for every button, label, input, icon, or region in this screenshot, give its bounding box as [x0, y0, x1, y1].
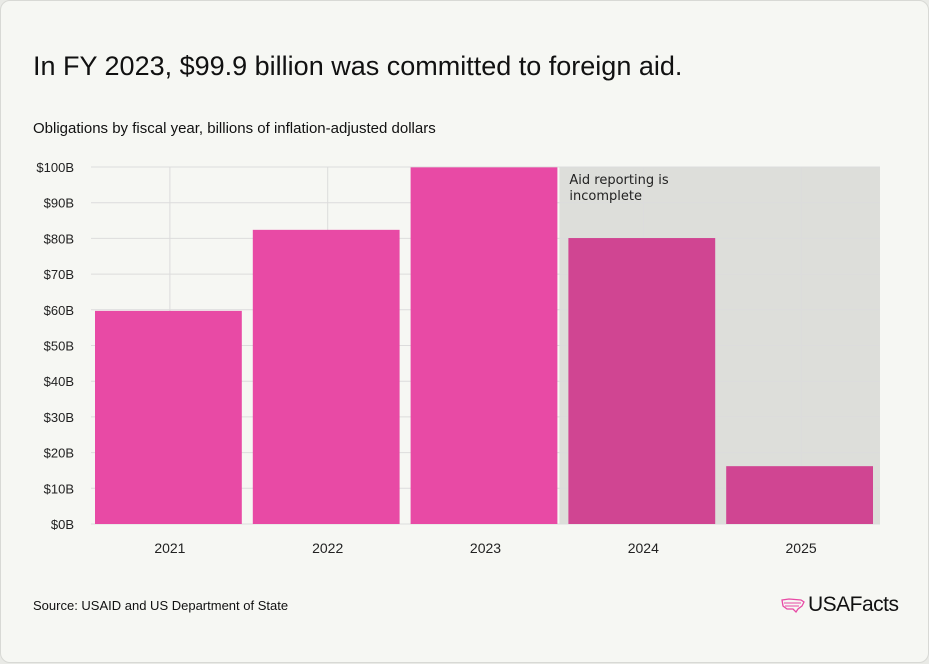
x-tick-label: 2021: [154, 540, 185, 556]
y-tick-label: $10B: [44, 481, 74, 496]
y-tick-label: $50B: [44, 339, 74, 354]
chart-subtitle: Obligations by fiscal year, billions of …: [33, 120, 436, 137]
chart-title: In FY 2023, $99.9 billion was committed …: [33, 51, 683, 81]
x-tick-label: 2024: [628, 540, 659, 556]
y-tick-label: $40B: [44, 374, 74, 389]
x-tick-label: 2023: [470, 540, 501, 556]
bar-2022: [252, 229, 400, 524]
x-tick-label: 2025: [786, 540, 817, 556]
y-tick-label: $90B: [44, 196, 74, 211]
y-tick-label: $100B: [36, 160, 74, 175]
y-tick-label: $30B: [44, 410, 74, 425]
y-tick-label: $80B: [44, 231, 74, 246]
annotation-text: Aid reporting is: [569, 173, 668, 188]
y-tick-label: $60B: [44, 303, 74, 318]
usafacts-logo: USAFacts: [781, 593, 899, 617]
y-tick-label: $20B: [44, 446, 74, 461]
y-tick-label: $70B: [44, 267, 74, 282]
bar-2024: [568, 238, 716, 524]
logo-text: USAFacts: [808, 593, 899, 616]
source-note: Source: USAID and US Department of State: [33, 598, 289, 613]
bar-2025: [726, 466, 873, 524]
annotation-text: incomplete: [569, 189, 642, 204]
y-tick-label: $0B: [51, 517, 74, 532]
x-tick-label: 2022: [312, 540, 343, 556]
bar-2021: [95, 310, 242, 524]
bar-2023: [410, 167, 558, 524]
us-map-icon: [781, 598, 805, 613]
